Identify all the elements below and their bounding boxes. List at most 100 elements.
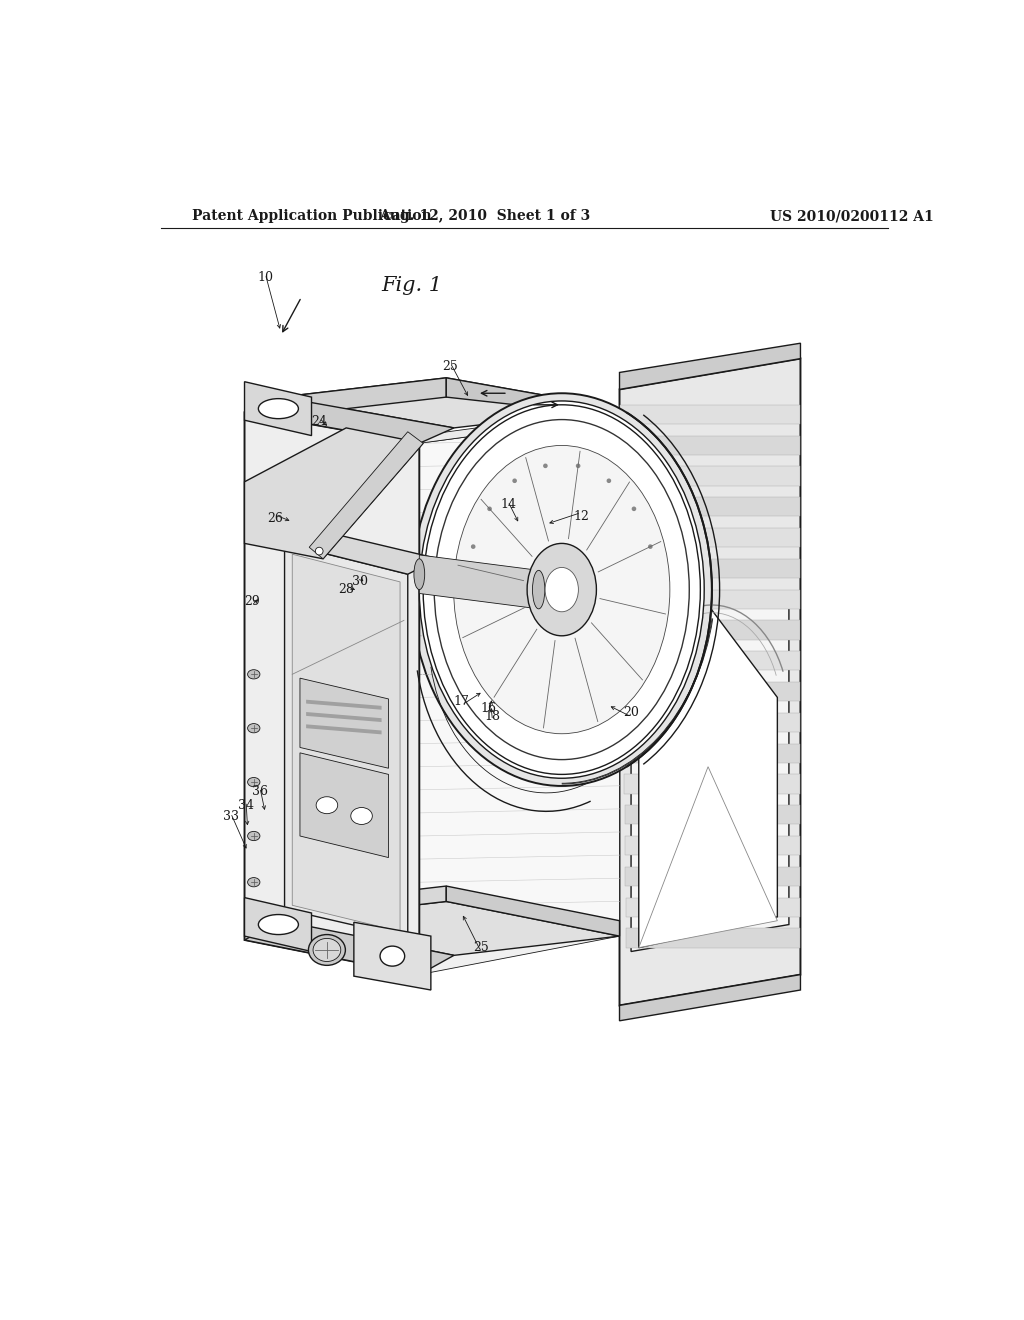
Polygon shape	[625, 836, 801, 855]
Polygon shape	[306, 711, 382, 722]
Polygon shape	[620, 405, 801, 424]
Polygon shape	[639, 605, 777, 948]
Ellipse shape	[248, 832, 260, 841]
Text: Patent Application Publication: Patent Application Publication	[193, 209, 432, 223]
Ellipse shape	[648, 544, 652, 549]
Polygon shape	[626, 898, 801, 917]
Polygon shape	[281, 902, 620, 956]
Text: 25: 25	[442, 360, 458, 372]
Polygon shape	[354, 923, 431, 990]
Text: 26: 26	[267, 512, 284, 525]
Ellipse shape	[419, 401, 705, 779]
Polygon shape	[624, 743, 801, 763]
Ellipse shape	[414, 558, 425, 590]
Polygon shape	[306, 700, 382, 710]
Polygon shape	[625, 805, 801, 825]
Polygon shape	[245, 921, 454, 974]
Polygon shape	[419, 416, 620, 960]
Polygon shape	[245, 412, 419, 974]
Polygon shape	[245, 397, 454, 444]
Text: 10: 10	[258, 271, 273, 284]
Ellipse shape	[487, 507, 492, 511]
Ellipse shape	[308, 935, 345, 965]
Polygon shape	[300, 678, 388, 768]
Polygon shape	[626, 867, 801, 886]
Polygon shape	[446, 886, 620, 936]
Polygon shape	[620, 974, 801, 1020]
Text: 34: 34	[239, 799, 254, 812]
Polygon shape	[245, 381, 311, 436]
Polygon shape	[625, 775, 801, 793]
Ellipse shape	[512, 478, 517, 483]
Polygon shape	[621, 466, 801, 486]
Ellipse shape	[527, 544, 596, 636]
Ellipse shape	[258, 399, 298, 418]
Text: 25: 25	[473, 941, 488, 954]
Ellipse shape	[313, 939, 341, 961]
Polygon shape	[281, 378, 446, 416]
Polygon shape	[620, 436, 801, 455]
Text: 20: 20	[624, 706, 639, 719]
Polygon shape	[622, 590, 801, 609]
Text: 14: 14	[500, 499, 516, 511]
Ellipse shape	[248, 878, 260, 887]
Ellipse shape	[258, 915, 298, 935]
Text: 17: 17	[454, 694, 469, 708]
Polygon shape	[624, 713, 801, 733]
Polygon shape	[419, 409, 620, 444]
Ellipse shape	[545, 568, 579, 611]
Polygon shape	[623, 651, 801, 671]
Polygon shape	[631, 598, 788, 952]
Polygon shape	[281, 378, 620, 428]
Polygon shape	[292, 554, 400, 932]
Polygon shape	[309, 432, 423, 558]
Text: 29: 29	[245, 594, 260, 607]
Polygon shape	[623, 620, 801, 640]
Polygon shape	[306, 725, 382, 734]
Polygon shape	[620, 359, 801, 1006]
Text: 24: 24	[311, 416, 328, 428]
Ellipse shape	[632, 507, 636, 511]
Text: 12: 12	[573, 510, 589, 523]
Polygon shape	[419, 921, 620, 974]
Text: 28: 28	[339, 583, 354, 597]
Polygon shape	[622, 558, 801, 578]
Polygon shape	[639, 767, 777, 948]
Ellipse shape	[543, 463, 548, 469]
Text: Fig. 1: Fig. 1	[381, 276, 442, 294]
Text: 36: 36	[252, 785, 268, 797]
Polygon shape	[626, 928, 801, 948]
Polygon shape	[621, 528, 801, 548]
Ellipse shape	[380, 946, 404, 966]
Ellipse shape	[351, 808, 373, 825]
Polygon shape	[621, 498, 801, 516]
Polygon shape	[245, 428, 423, 558]
Text: Aug. 12, 2010  Sheet 1 of 3: Aug. 12, 2010 Sheet 1 of 3	[379, 209, 591, 223]
Ellipse shape	[248, 777, 260, 787]
Ellipse shape	[606, 478, 611, 483]
Polygon shape	[623, 682, 801, 701]
Ellipse shape	[248, 669, 260, 678]
Polygon shape	[446, 378, 620, 416]
Polygon shape	[285, 544, 408, 937]
Polygon shape	[245, 898, 311, 952]
Ellipse shape	[248, 723, 260, 733]
Polygon shape	[285, 529, 438, 574]
Ellipse shape	[454, 445, 670, 734]
Ellipse shape	[315, 548, 323, 554]
Ellipse shape	[575, 463, 581, 469]
Ellipse shape	[471, 544, 475, 549]
Ellipse shape	[316, 797, 338, 813]
Ellipse shape	[423, 405, 700, 775]
Ellipse shape	[532, 570, 545, 609]
Ellipse shape	[434, 420, 689, 759]
Polygon shape	[419, 554, 539, 609]
Polygon shape	[281, 886, 446, 921]
Polygon shape	[300, 752, 388, 858]
Text: 30: 30	[352, 576, 369, 589]
Ellipse shape	[412, 393, 712, 785]
Polygon shape	[620, 343, 801, 389]
Text: 33: 33	[223, 810, 239, 824]
Text: 18: 18	[484, 710, 501, 723]
Text: 16: 16	[481, 702, 497, 715]
